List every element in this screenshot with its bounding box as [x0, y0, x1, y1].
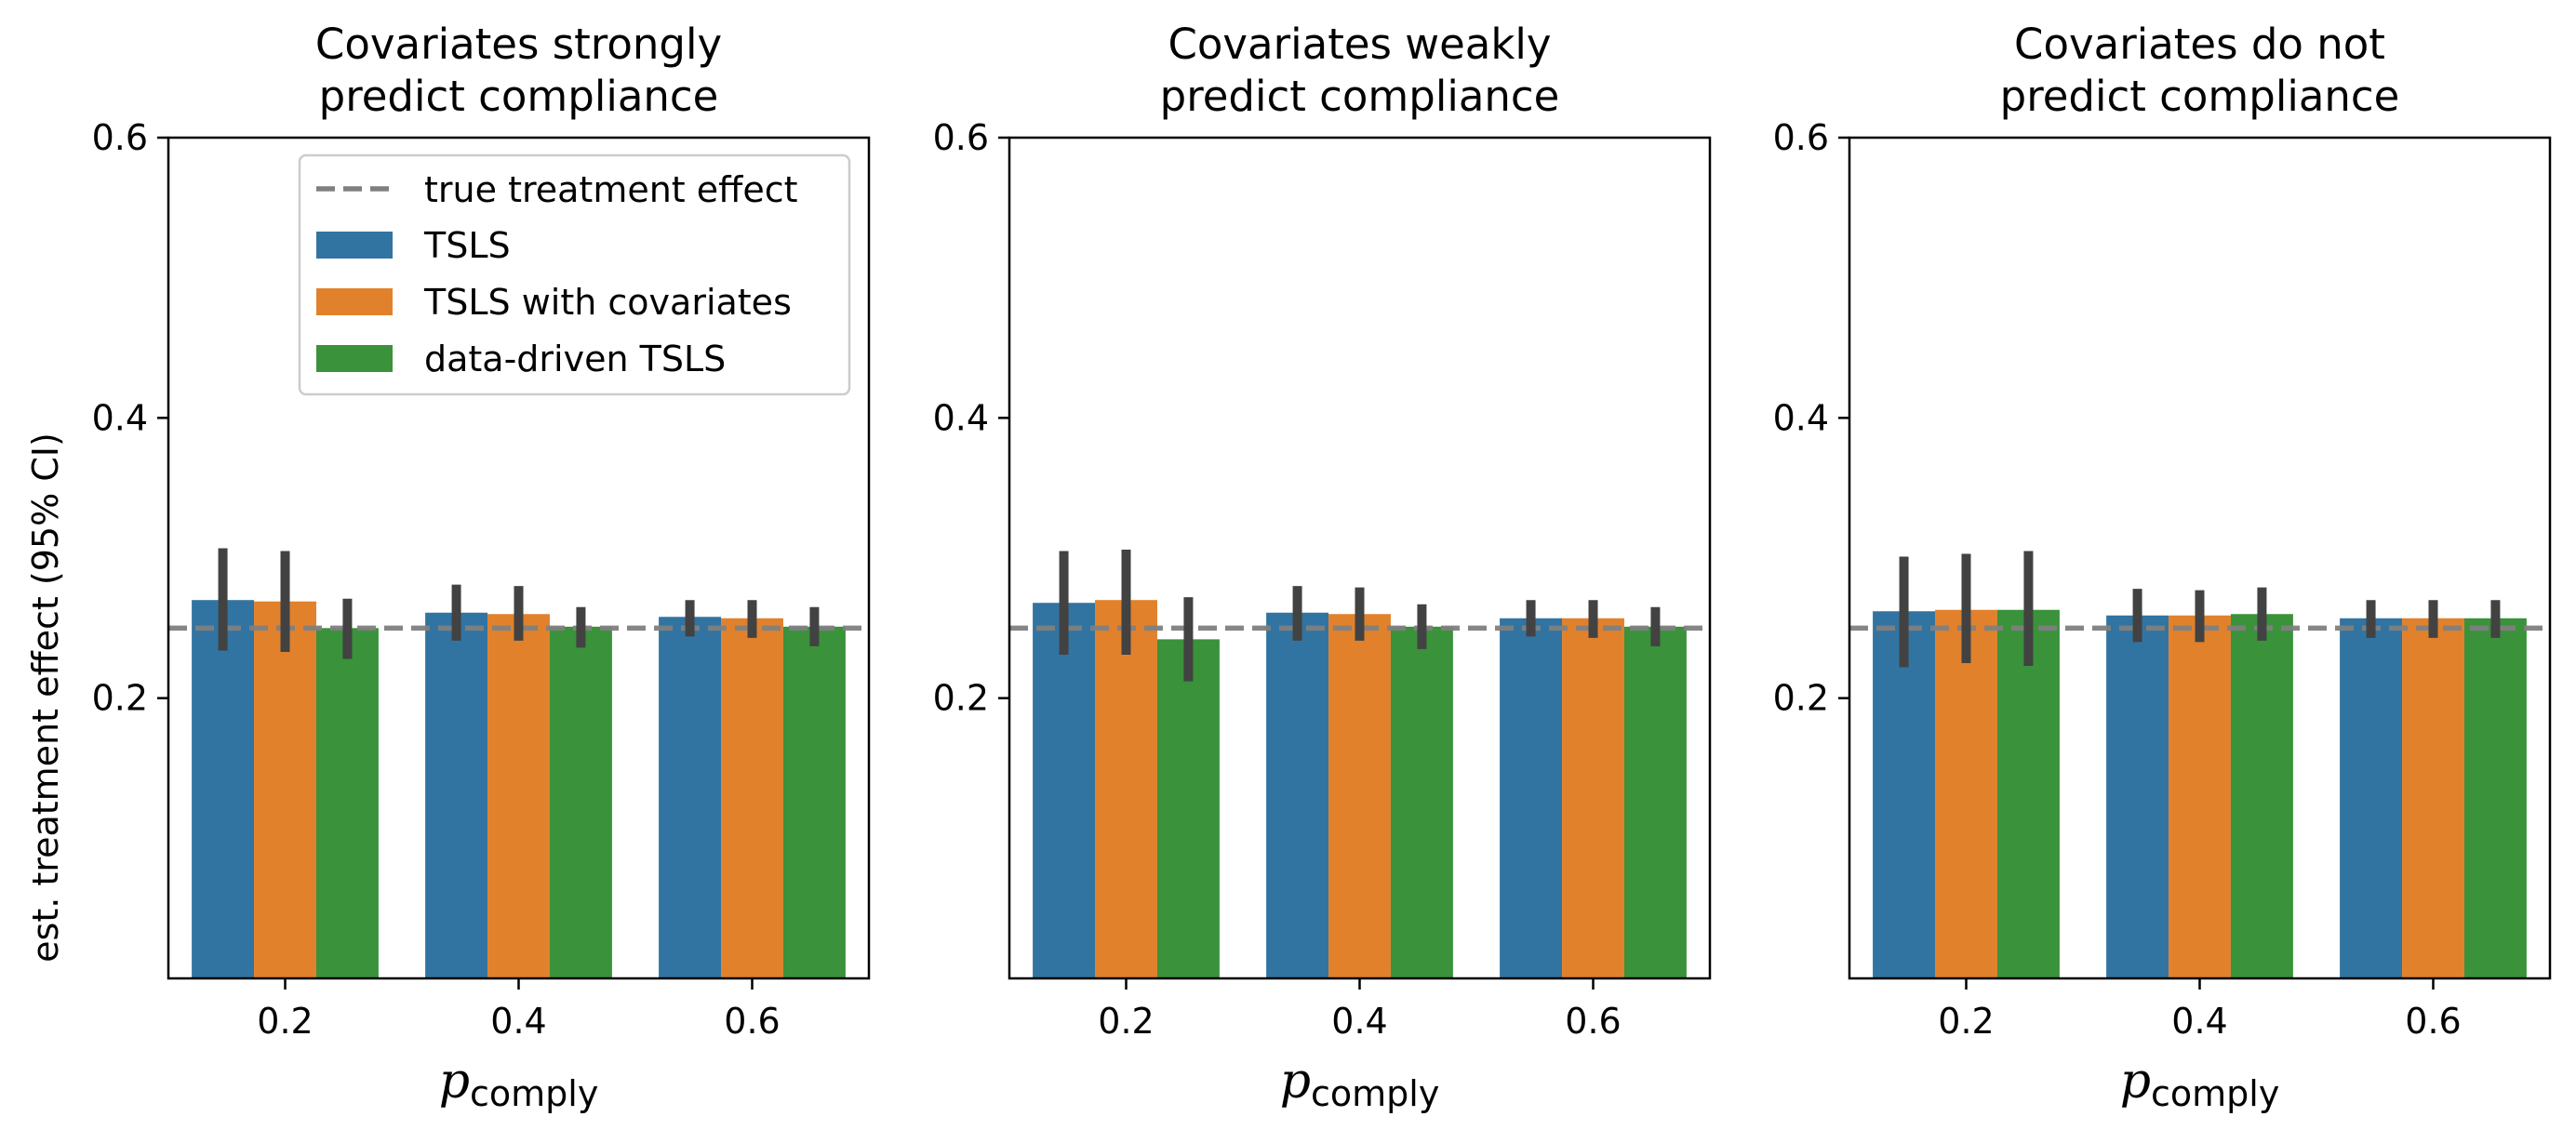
x-axis-label-symbol: p [2120, 1054, 2151, 1110]
y-tick-label: 0.6 [92, 117, 148, 158]
bar-data-driven-tsls-0.4 [549, 626, 612, 978]
bar-data-driven-tsls-0.6 [782, 626, 846, 978]
bar-tsls-0.2 [192, 600, 255, 978]
bar-tsls-with-covariates-0.4 [2169, 615, 2231, 978]
x-axis-label-symbol: p [1280, 1054, 1311, 1110]
legend-swatch [316, 288, 393, 315]
bar-tsls-with-covariates-0.6 [2402, 618, 2464, 978]
bar-tsls-0.6 [2340, 618, 2403, 978]
y-tick-label: 0.2 [933, 678, 989, 719]
x-tick-label: 0.2 [1938, 1001, 1994, 1042]
y-tick-label: 0.4 [1773, 397, 1829, 438]
x-tick-label: 0.2 [1098, 1001, 1154, 1042]
bar-data-driven-tsls-0.2 [315, 628, 379, 978]
bar-tsls-0.2 [1033, 603, 1096, 978]
legend-swatch [316, 345, 393, 372]
y-tick-label: 0.2 [1773, 678, 1829, 719]
y-tick-label: 0.4 [933, 397, 989, 438]
bar-tsls-with-covariates-0.2 [1935, 609, 1997, 978]
bar-tsls-with-covariates-0.4 [1328, 614, 1391, 978]
x-axis-label-subscript: comply [1311, 1073, 1439, 1114]
bar-tsls-with-covariates-0.4 [487, 614, 550, 978]
bar-tsls-0.4 [425, 612, 488, 978]
bar-data-driven-tsls-0.4 [2230, 614, 2293, 978]
bar-tsls-0.2 [1873, 611, 1936, 978]
chart-panel-1: 0.2 0.4 0.6 0.2 0.4 0.6 pcomply Covariates stro… [92, 20, 871, 1114]
chart-title-line-1: Covariates strongly [315, 20, 722, 69]
x-axis-label-subscript: comply [470, 1073, 598, 1114]
chart-title-line-2: predict compliance [2000, 72, 2400, 121]
chart-title-line-2: predict compliance [319, 72, 719, 121]
x-axis-label: pcomply [1280, 1054, 1440, 1114]
chart-title-line-1: Covariates weakly [1168, 20, 1551, 69]
x-axis-label: pcomply [2120, 1054, 2280, 1114]
chart-title-line-2: predict compliance [1160, 72, 1560, 121]
y-tick-label: 0.6 [933, 117, 989, 158]
bar-tsls-0.6 [659, 617, 722, 978]
bar-data-driven-tsls-0.4 [1390, 626, 1453, 978]
bar-data-driven-tsls-0.6 [1623, 626, 1687, 978]
bar-tsls-0.6 [1500, 618, 1563, 978]
bar-tsls-0.4 [1266, 612, 1329, 978]
x-tick-label: 0.2 [257, 1001, 313, 1042]
x-axis-label: pcomply [439, 1054, 599, 1114]
legend-swatch [316, 232, 393, 259]
chart-title-line-1: Covariates do not [2014, 20, 2385, 69]
bar-data-driven-tsls-0.6 [2463, 618, 2527, 978]
legend-label: TSLS with covariates [423, 282, 792, 323]
chart-panel-3: 0.2 0.4 0.6 0.2 0.4 0.6 pcomply Covariates do n… [1773, 20, 2552, 1114]
x-tick-label: 0.4 [1331, 1001, 1387, 1042]
bar-data-driven-tsls-0.2 [1996, 609, 2060, 978]
x-tick-label: 0.6 [724, 1001, 780, 1042]
legend-box [298, 153, 851, 396]
legend: true treatment effect TSLS TSLS with covar… [298, 153, 851, 396]
x-tick-label: 0.6 [1565, 1001, 1621, 1042]
chart-panel-2: 0.2 0.4 0.6 0.2 0.4 0.6 pcomply Covariates weak… [933, 20, 1712, 1114]
x-axis-label-symbol: p [439, 1054, 470, 1110]
bar-data-driven-tsls-0.2 [1156, 639, 1220, 978]
x-tick-label: 0.4 [2171, 1001, 2227, 1042]
legend-label: TSLS [423, 225, 511, 266]
y-tick-label: 0.6 [1773, 117, 1829, 158]
y-axis-label: est. treatment effect (95% CI) [25, 432, 66, 963]
bar-tsls-with-covariates-0.2 [254, 601, 316, 978]
x-tick-label: 0.6 [2405, 1001, 2461, 1042]
y-tick-label: 0.4 [92, 397, 148, 438]
bar-tsls-with-covariates-0.6 [721, 618, 783, 978]
legend-label: true treatment effect [424, 169, 798, 210]
x-tick-label: 0.4 [490, 1001, 546, 1042]
legend-label: data-driven TSLS [424, 339, 726, 379]
bar-tsls-0.4 [2106, 615, 2169, 978]
y-tick-label: 0.2 [92, 678, 148, 719]
bar-tsls-with-covariates-0.2 [1095, 600, 1157, 978]
bar-tsls-with-covariates-0.6 [1562, 618, 1624, 978]
x-axis-label-subscript: comply [2151, 1073, 2279, 1114]
